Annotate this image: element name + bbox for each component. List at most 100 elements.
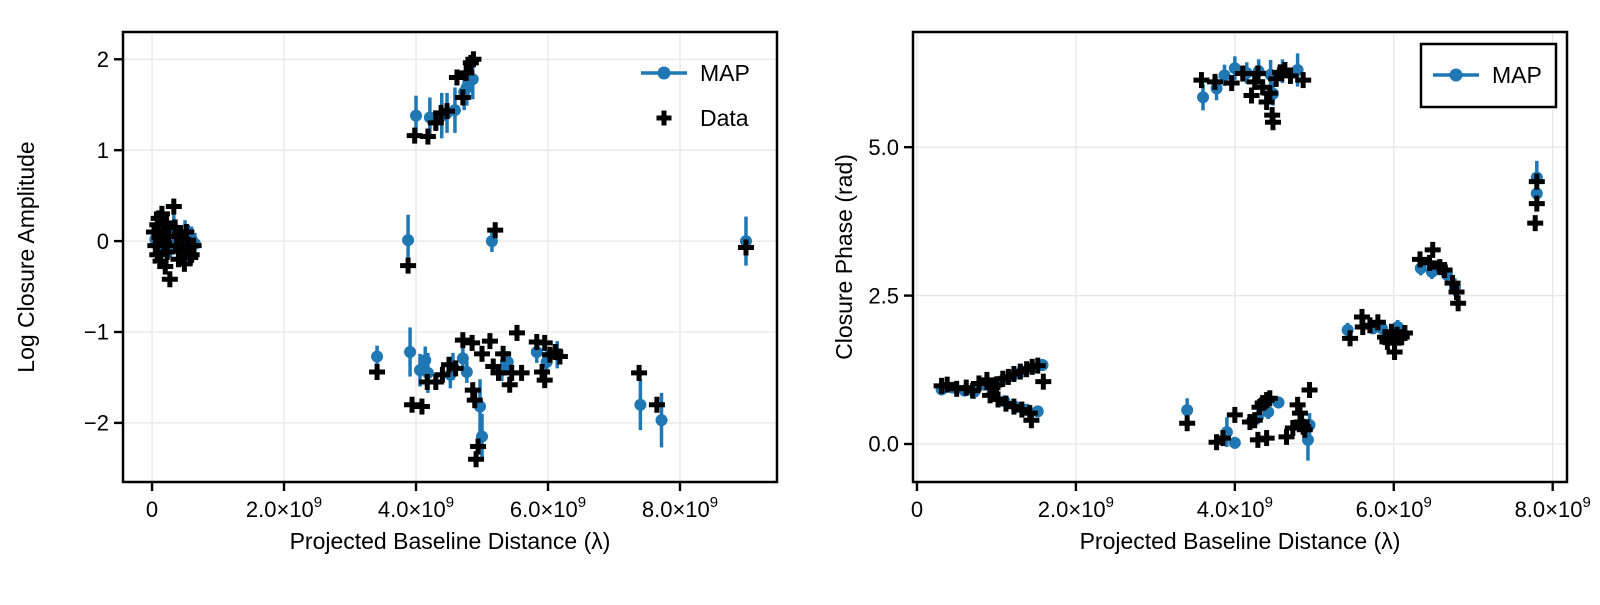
data-marker	[1396, 324, 1413, 341]
data-marker	[1264, 114, 1281, 131]
data-marker	[1193, 72, 1210, 89]
data-marker	[1296, 421, 1313, 438]
data-marker	[1261, 85, 1278, 102]
legend: MAP Data	[641, 60, 750, 131]
data-marker	[159, 244, 176, 260]
x-tick-label: 6.0×109	[1356, 494, 1432, 522]
x-tick-label: 0	[146, 497, 158, 522]
data-series	[933, 61, 1545, 451]
data-marker	[1444, 275, 1461, 292]
x-axis: 0 2.0×109 4.0×109 6.0×109 8.0×109	[911, 482, 1591, 522]
data-marker	[413, 398, 430, 415]
y-tick-label: 5.0	[868, 135, 899, 160]
y-tick-label: 0	[97, 229, 109, 254]
data-marker	[434, 366, 451, 383]
data-marker	[1528, 195, 1545, 212]
data-marker	[536, 334, 553, 351]
legend-label: Data	[700, 105, 749, 131]
x-tick-label: 0	[911, 497, 923, 522]
data-series	[146, 51, 754, 468]
y-tick-label: 2	[97, 47, 109, 72]
data-marker	[447, 360, 464, 377]
data-marker	[427, 114, 444, 131]
data-marker	[157, 258, 174, 275]
legend: MAP	[1419, 42, 1558, 109]
y-axis: 0.0 2.5 5.0	[868, 135, 913, 457]
data-legend-marker-icon	[656, 110, 672, 126]
y-tick-label: −2	[84, 411, 109, 436]
map-marker	[1197, 84, 1210, 111]
data-marker	[1179, 415, 1196, 432]
legend-label: MAP	[700, 60, 750, 86]
data-marker	[534, 364, 551, 380]
data-marker	[470, 438, 487, 455]
data-marker	[1528, 173, 1545, 190]
data-marker	[939, 376, 956, 393]
map-marker	[402, 214, 415, 266]
data-marker	[1369, 314, 1386, 331]
data-marker	[1249, 65, 1266, 82]
data-marker	[448, 69, 465, 86]
data-marker	[185, 237, 202, 254]
map-marker	[655, 392, 668, 448]
data-marker	[495, 345, 512, 362]
data-marker	[631, 364, 648, 381]
y-axis: 2 1 0 −1 −2	[84, 47, 123, 436]
y-tick-label: −1	[84, 320, 109, 345]
data-marker	[1029, 357, 1046, 374]
data-marker	[178, 224, 195, 240]
x-tick-label: 8.0×109	[1515, 494, 1591, 522]
data-marker	[458, 64, 475, 81]
data-marker	[454, 89, 471, 106]
data-marker	[419, 128, 436, 145]
data-marker	[369, 364, 386, 380]
map-marker	[634, 379, 647, 431]
data-marker	[1282, 67, 1299, 84]
data-marker	[454, 332, 471, 349]
data-marker	[1214, 430, 1231, 447]
x-tick-label: 4.0×109	[1197, 494, 1273, 522]
data-marker	[1421, 254, 1438, 271]
data-marker	[474, 345, 491, 362]
data-marker	[1035, 373, 1052, 390]
map-marker	[371, 345, 384, 368]
x-tick-label: 2.0×109	[1038, 494, 1114, 522]
data-marker	[1246, 412, 1263, 429]
data-marker	[1301, 381, 1318, 398]
legend-entry-map: MAP	[641, 60, 750, 86]
data-marker	[1258, 94, 1275, 111]
data-marker	[466, 392, 483, 409]
x-tick-label: 6.0×109	[510, 494, 586, 522]
data-marker	[737, 239, 754, 256]
data-marker	[1295, 72, 1312, 89]
data-marker	[1278, 428, 1295, 445]
data-marker	[1386, 343, 1403, 360]
x-axis-label: Projected Baseline Distance (λ)	[290, 528, 611, 554]
data-marker	[465, 51, 482, 68]
y-tick-label: 1	[97, 138, 109, 163]
plot-frame	[121, 30, 779, 484]
data-marker	[1527, 215, 1544, 232]
data-marker	[1206, 73, 1223, 90]
data-marker	[487, 222, 504, 239]
data-marker	[1243, 87, 1260, 104]
data-marker	[1226, 406, 1243, 423]
data-marker	[1450, 295, 1467, 312]
data-marker	[508, 324, 525, 341]
data-marker	[1436, 262, 1453, 279]
data-marker	[1411, 251, 1428, 268]
map-series	[935, 53, 1543, 461]
x-tick-label: 8.0×109	[642, 494, 718, 522]
y-axis-label: Closure Phase (rad)	[831, 154, 857, 360]
map-marker	[460, 361, 473, 383]
data-marker	[160, 228, 177, 245]
legend-label: MAP	[1492, 62, 1542, 88]
data-marker	[536, 372, 553, 389]
data-marker	[1234, 65, 1251, 82]
y-tick-label: 2.5	[868, 283, 899, 308]
data-marker	[648, 396, 665, 413]
plot-frame	[911, 30, 1569, 484]
data-marker	[400, 257, 417, 274]
left-plot: 0 2.0×109 4.0×109 6.0×109 8.0×109 2 1 0 −1 −2 Proj…	[13, 30, 779, 554]
